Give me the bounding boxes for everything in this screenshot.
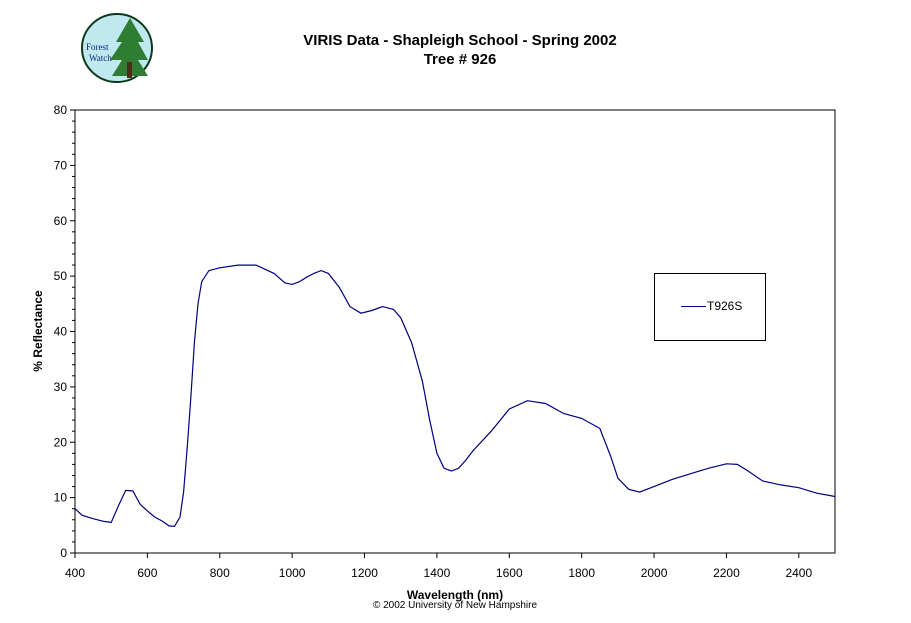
x-tick-label: 1600: [496, 566, 523, 580]
forest-watch-logo: Forest Watch: [81, 13, 153, 83]
logo-text-watch: Watch: [89, 53, 112, 63]
y-axis: 0 10 20 30 40 50 60 70 80: [54, 103, 75, 560]
x-tick-label: 1400: [424, 566, 451, 580]
y-tick-label: 70: [54, 158, 68, 172]
x-tick-label: 400: [65, 566, 85, 580]
legend-swatch: [681, 306, 706, 307]
y-tick-label: 50: [54, 269, 68, 283]
copyright-notice: © 2002 University of New Hampshire: [372, 600, 538, 611]
y-tick-label: 10: [54, 491, 68, 505]
x-tick-label: 2200: [713, 566, 740, 580]
x-tick-label: 2000: [641, 566, 668, 580]
x-axis: 400 600 800 1000 1200 1400 1600 1800 2000 2200 240…: [65, 553, 812, 580]
x-tick-label: 800: [210, 566, 230, 580]
y-axis-label: % Reflectance: [31, 290, 45, 372]
x-tick-label: 1800: [568, 566, 595, 580]
x-tick-label: 600: [137, 566, 157, 580]
chart-title: VIRIS Data - Shapleigh School - Spring 2…: [303, 32, 617, 49]
x-tick-label: 1000: [279, 566, 306, 580]
y-tick-label: 20: [54, 435, 68, 449]
chart-subtitle: Tree # 926: [423, 51, 497, 68]
x-axis-label: Wavelength (nm): [407, 588, 503, 602]
logo-text-forest: Forest: [86, 42, 109, 52]
x-tick-label: 2400: [785, 566, 812, 580]
series-line-t926s: [74, 264, 836, 528]
y-tick-label: 60: [54, 214, 68, 228]
legend-label: T926S: [707, 299, 743, 313]
legend: T926S: [654, 273, 766, 341]
y-tick-label: 80: [54, 103, 68, 117]
y-tick-label: 40: [54, 325, 68, 339]
y-tick-label: 30: [54, 380, 68, 394]
y-tick-label: 0: [60, 546, 67, 560]
x-tick-label: 1200: [351, 566, 378, 580]
